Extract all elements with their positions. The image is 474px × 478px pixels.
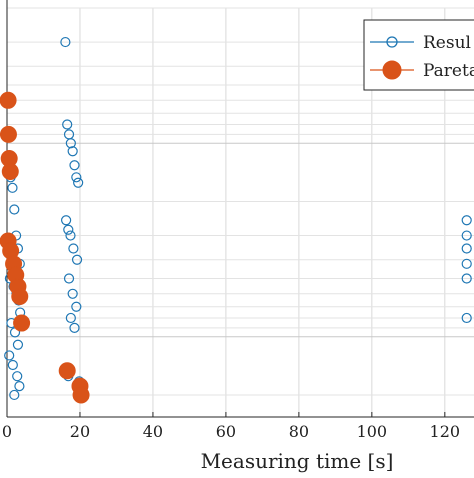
legend-marker-resul bbox=[386, 36, 398, 48]
result-point bbox=[4, 350, 15, 361]
result-point bbox=[14, 381, 25, 392]
legend-marker-pareta bbox=[382, 60, 402, 80]
result-point bbox=[7, 359, 18, 371]
result-point bbox=[12, 339, 24, 350]
result-point bbox=[61, 215, 72, 226]
result-point bbox=[65, 138, 76, 149]
x-axis-ticks: 0 20 40 60 80 100 120 bbox=[2, 412, 460, 441]
result-point bbox=[71, 172, 82, 183]
pareto-point bbox=[13, 314, 31, 332]
result-point bbox=[60, 36, 71, 48]
series-1 bbox=[3, 36, 472, 401]
pareto-point bbox=[0, 91, 17, 109]
result-point bbox=[9, 204, 20, 215]
legend-label-resul: Resul bbox=[423, 33, 471, 53]
x-tick-label: 0 bbox=[2, 422, 12, 441]
pareto-point bbox=[0, 125, 17, 143]
x-axis-label: Measuring time [s] bbox=[201, 449, 394, 473]
x-tick-label: 20 bbox=[70, 422, 90, 441]
result-point bbox=[67, 288, 78, 299]
data-points bbox=[0, 36, 472, 404]
result-point bbox=[63, 273, 75, 284]
result-point bbox=[68, 243, 79, 254]
result-point bbox=[62, 119, 73, 130]
result-point bbox=[65, 230, 76, 241]
legend: Resul Pareta bbox=[363, 19, 474, 91]
result-point bbox=[461, 258, 472, 269]
result-point bbox=[461, 243, 472, 254]
result-point bbox=[63, 224, 74, 235]
result-point bbox=[7, 182, 18, 193]
result-point bbox=[73, 177, 84, 188]
x-tick-label: 40 bbox=[143, 422, 163, 441]
legend-box bbox=[363, 19, 474, 91]
pareto-point bbox=[58, 362, 76, 380]
pareto-point bbox=[1, 163, 19, 181]
result-point bbox=[461, 273, 472, 284]
legend-label-pareta: Pareta bbox=[423, 61, 474, 81]
x-tick-label: 120 bbox=[430, 422, 461, 441]
result-point bbox=[12, 371, 23, 382]
result-point bbox=[71, 301, 82, 312]
x-tick-label: 80 bbox=[289, 422, 309, 441]
result-point bbox=[461, 230, 472, 241]
result-point bbox=[69, 322, 80, 333]
result-point bbox=[69, 160, 80, 171]
result-point bbox=[461, 215, 472, 226]
series-2 bbox=[0, 91, 90, 404]
plot-frame bbox=[6, 0, 474, 418]
x-tick-label: 100 bbox=[357, 422, 388, 441]
result-point bbox=[67, 146, 78, 157]
result-point bbox=[65, 312, 76, 324]
pareto-point bbox=[72, 386, 90, 404]
result-point bbox=[9, 389, 20, 401]
result-point bbox=[461, 312, 472, 324]
pareto-point bbox=[11, 288, 29, 306]
result-point bbox=[71, 254, 83, 265]
x-tick-label: 60 bbox=[216, 422, 236, 441]
